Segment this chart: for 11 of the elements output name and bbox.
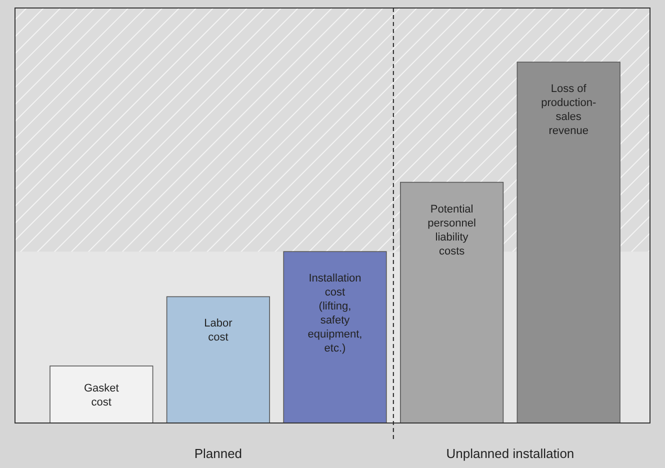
x-tick-label: Loss of production- sales revenue xyxy=(541,83,596,138)
x-tick-label: Labor cost xyxy=(204,318,233,344)
x-tick-label: Gasket cost xyxy=(84,382,119,408)
bar xyxy=(166,296,270,424)
x-tick-label: Potential personnel liability costs xyxy=(428,203,476,258)
bar xyxy=(400,182,504,424)
bar xyxy=(283,251,387,424)
text: Planned xyxy=(194,446,242,461)
text: Unplanned installation xyxy=(446,446,574,461)
bar xyxy=(516,62,620,424)
x-tick-label: Installation cost (lifting, safety equipment, etc.) xyxy=(308,272,362,355)
